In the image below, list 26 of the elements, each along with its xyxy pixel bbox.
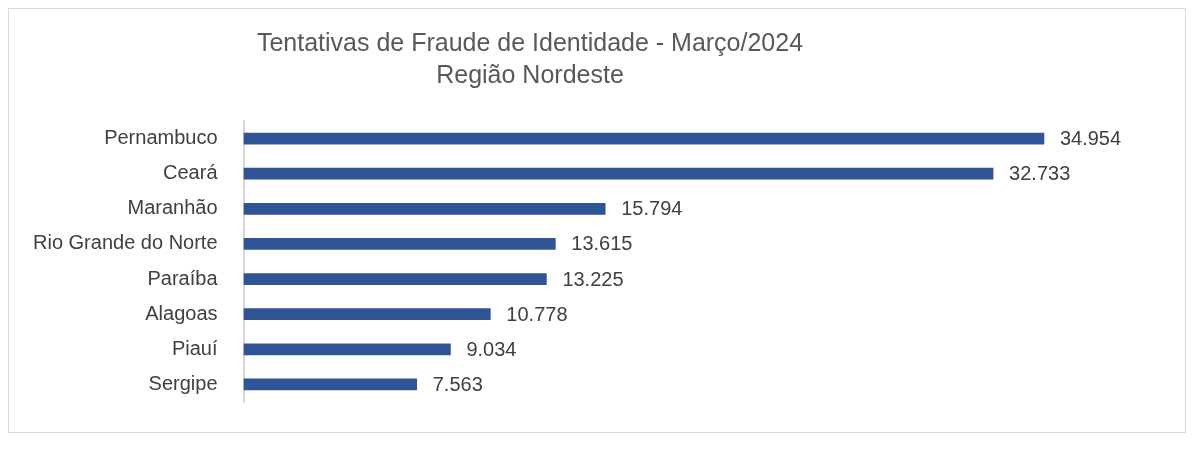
- data-label: 10.778: [506, 302, 568, 325]
- bar: [243, 273, 547, 285]
- bar: [243, 378, 418, 391]
- y-tick-label: Paraíba: [147, 266, 219, 289]
- y-tick-label: Pernambuco: [104, 126, 218, 149]
- bar: [243, 202, 606, 215]
- y-tick-label: Alagoas: [145, 301, 218, 324]
- bar: [243, 238, 556, 250]
- y-tick-label: Rio Grande do Norte: [32, 231, 218, 254]
- y-tick-label: Piauí: [171, 336, 218, 359]
- data-label: 13.225: [562, 267, 624, 290]
- data-label: 32.733: [1009, 162, 1071, 185]
- y-tick-label: Ceará: [163, 161, 219, 184]
- data-label: 9.034: [466, 337, 517, 360]
- chart-subtitle: Região Nordeste: [436, 59, 624, 88]
- data-label: 15.794: [621, 197, 683, 220]
- data-label: 13.615: [571, 232, 633, 255]
- data-label: 7.563: [432, 372, 483, 395]
- bar: [243, 308, 491, 321]
- data-label: 34.954: [1059, 127, 1122, 150]
- y-tick-label: Sergipe: [148, 371, 218, 394]
- y-tick-label: Maranhão: [127, 196, 218, 219]
- chart-title: Tentativas de Fraude de Identidade - Março/2024: [256, 27, 804, 56]
- bar: [243, 167, 994, 180]
- bar: [243, 343, 451, 356]
- bar: [243, 132, 1045, 145]
